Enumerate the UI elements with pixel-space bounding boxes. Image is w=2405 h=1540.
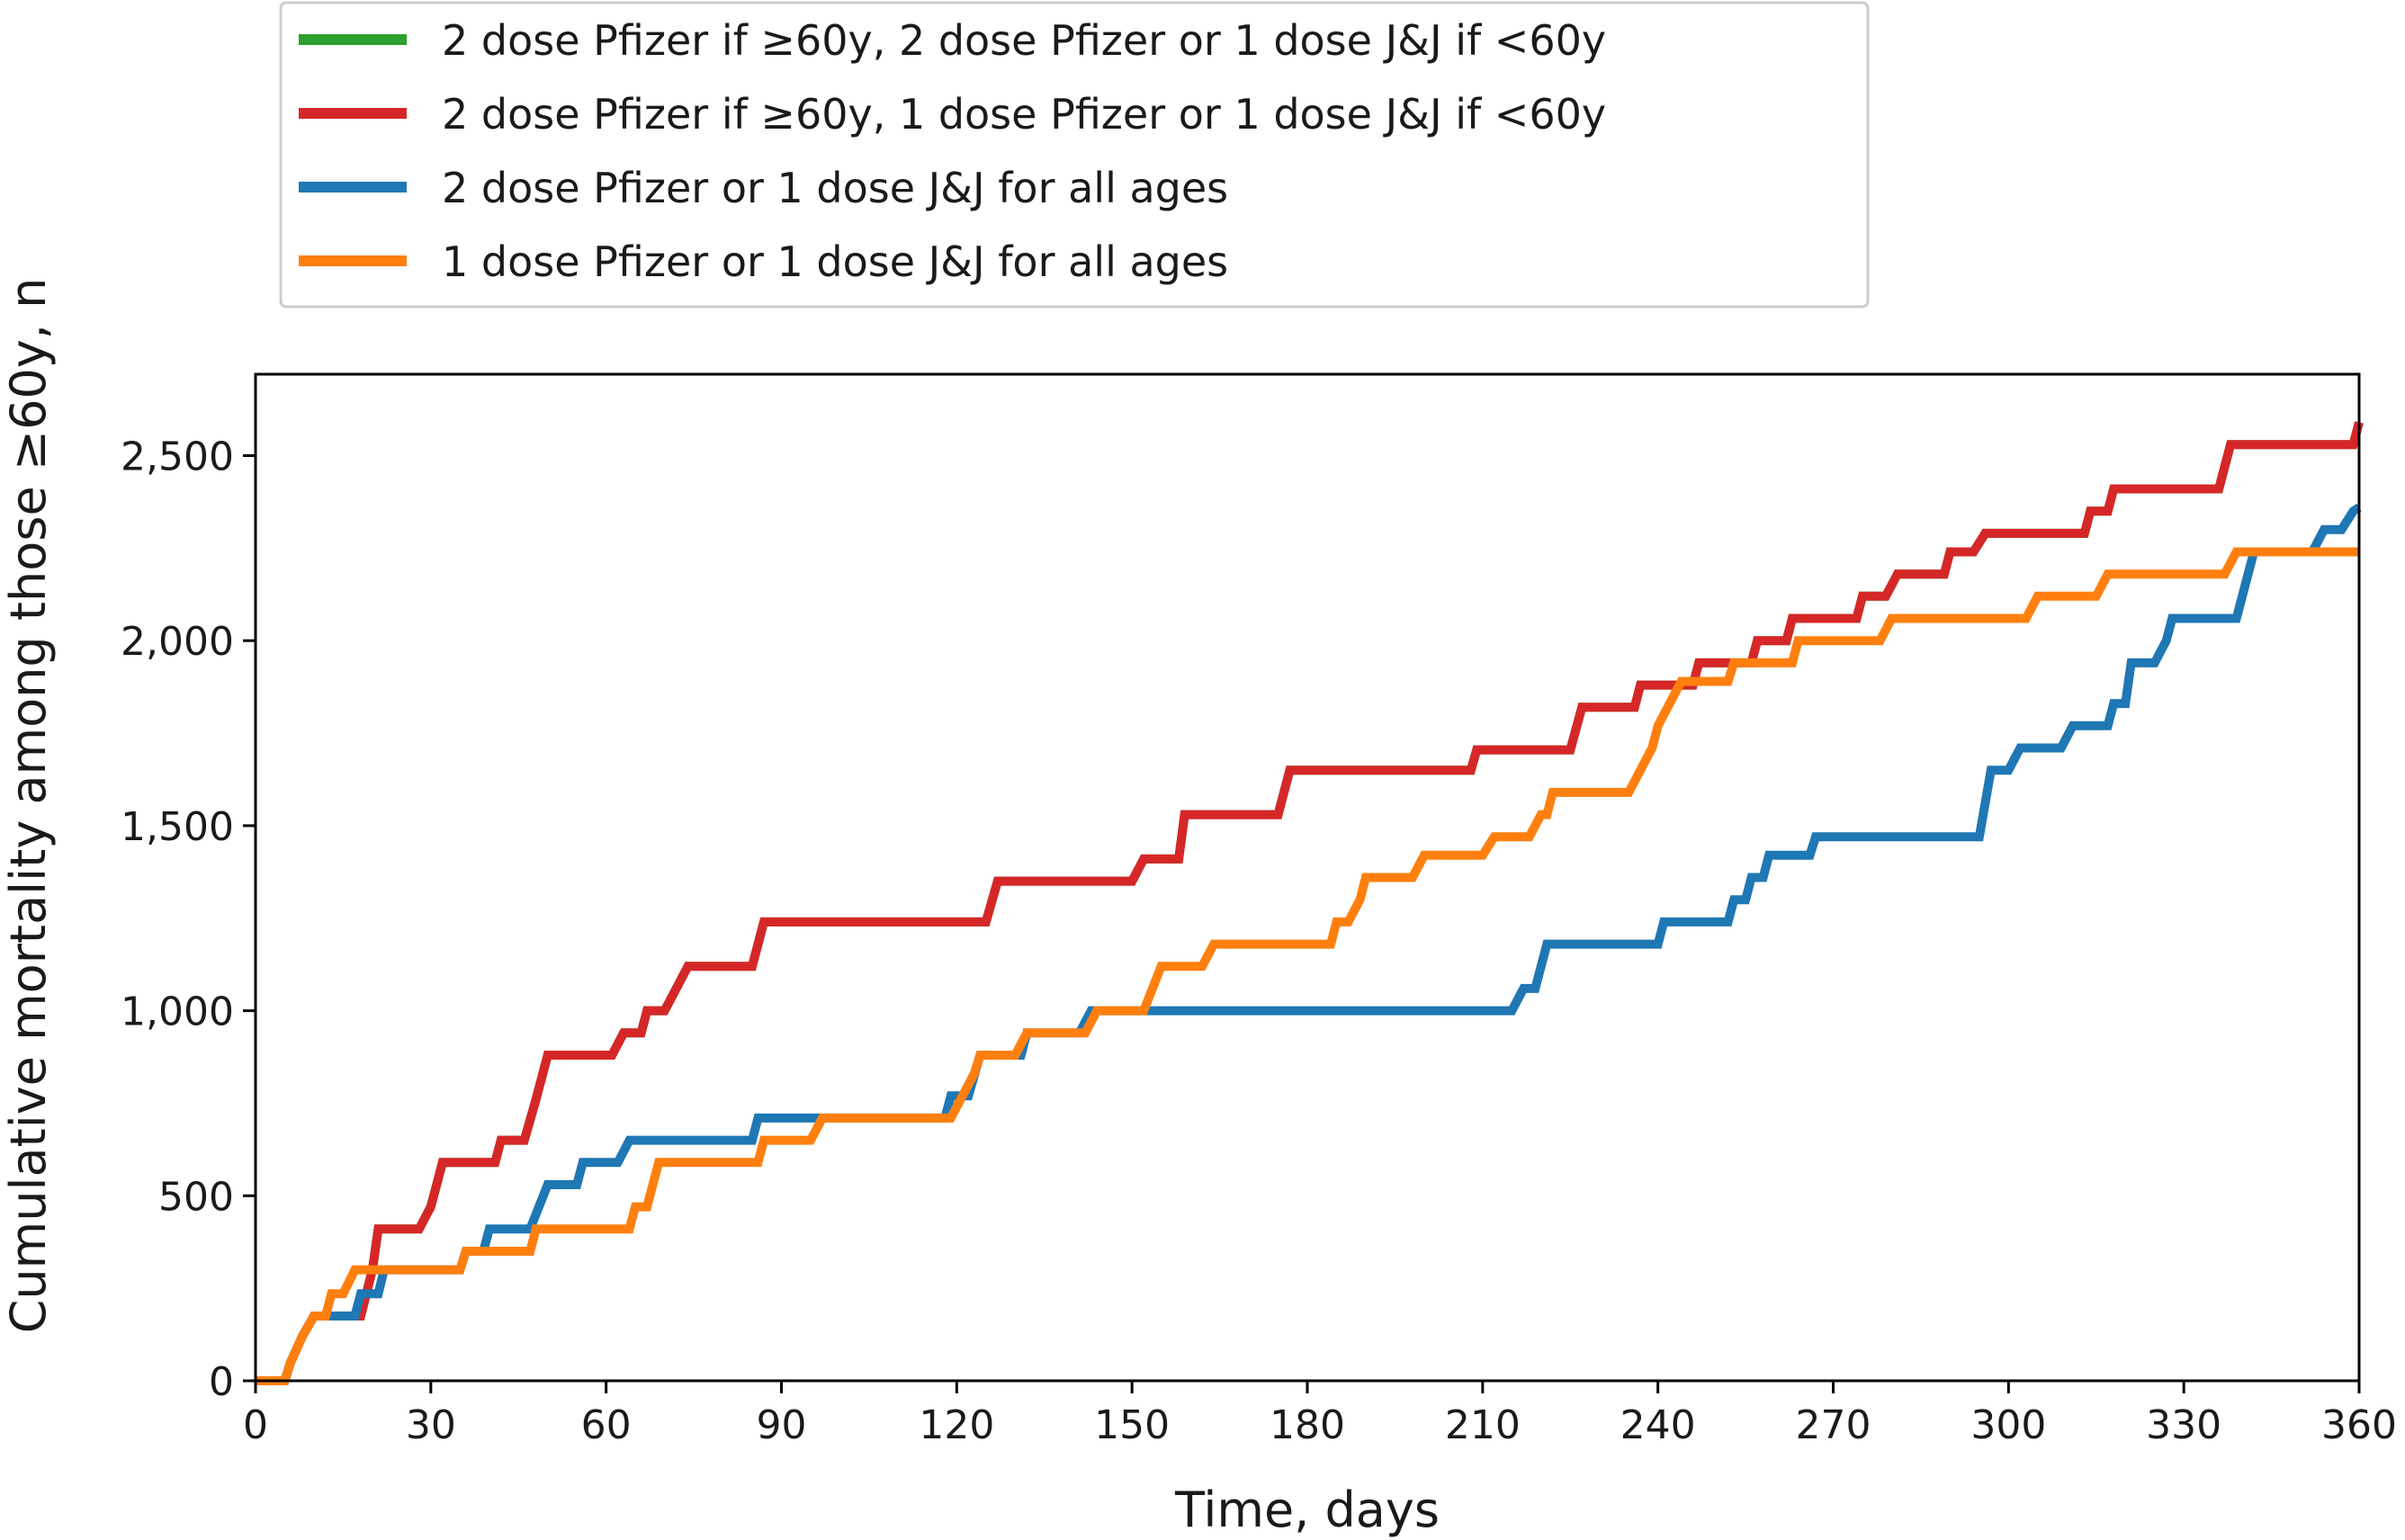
- x-tick-label: 0: [243, 1402, 268, 1448]
- y-tick-label: 2,000: [121, 619, 234, 665]
- legend-label-3: 2 dose Pfizer or 1 dose J&J for all ages: [442, 164, 1228, 212]
- legend-label-4: 1 dose Pfizer or 1 dose J&J for all ages: [442, 237, 1228, 286]
- x-tick-label: 270: [1796, 1402, 1871, 1448]
- y-axis-label: Cumulative mortality among those ≥60y, n: [0, 278, 57, 1334]
- series-lines: [256, 421, 2364, 1385]
- y-tick-label: 2,500: [121, 434, 234, 480]
- x-tick-label: 330: [2146, 1402, 2221, 1448]
- y-tick-label: 0: [209, 1359, 234, 1405]
- y-tick-label: 1,500: [121, 804, 234, 850]
- legend-box: [279, 1, 1870, 309]
- x-tick-label: 60: [581, 1402, 632, 1448]
- x-tick-label: 120: [919, 1402, 994, 1448]
- x-tick-label: 150: [1094, 1402, 1170, 1448]
- legend-label-2: 2 dose Pfizer if ≥60y, 1 dose Pfizer or …: [442, 90, 1606, 139]
- y-tick-label: 500: [158, 1174, 234, 1220]
- series-line-2: [256, 421, 2364, 1385]
- x-tick-label: 360: [2321, 1402, 2397, 1448]
- x-axis-label: Time, days: [1174, 1482, 1440, 1538]
- x-tick-label: 240: [1620, 1402, 1696, 1448]
- legend: 2 dose Pfizer if ≥60y, 2 dose Pfizer or …: [279, 1, 1870, 309]
- axes: 0 30 60 90 120 150 180 210 240 270 300 330 360 0 500 1,…: [121, 372, 2397, 1448]
- x-tick-label: 300: [1970, 1402, 2046, 1448]
- y-tick-label: 1,000: [121, 989, 234, 1035]
- x-tick-label: 30: [406, 1402, 456, 1448]
- series-line-1: [256, 421, 2364, 1385]
- legend-label-1: 2 dose Pfizer if ≥60y, 2 dose Pfizer or …: [442, 16, 1606, 65]
- x-tick-label: 180: [1270, 1402, 1345, 1448]
- x-tick-label: 90: [757, 1402, 807, 1448]
- series-line-4: [256, 547, 2359, 1385]
- x-tick-label: 210: [1445, 1402, 1521, 1448]
